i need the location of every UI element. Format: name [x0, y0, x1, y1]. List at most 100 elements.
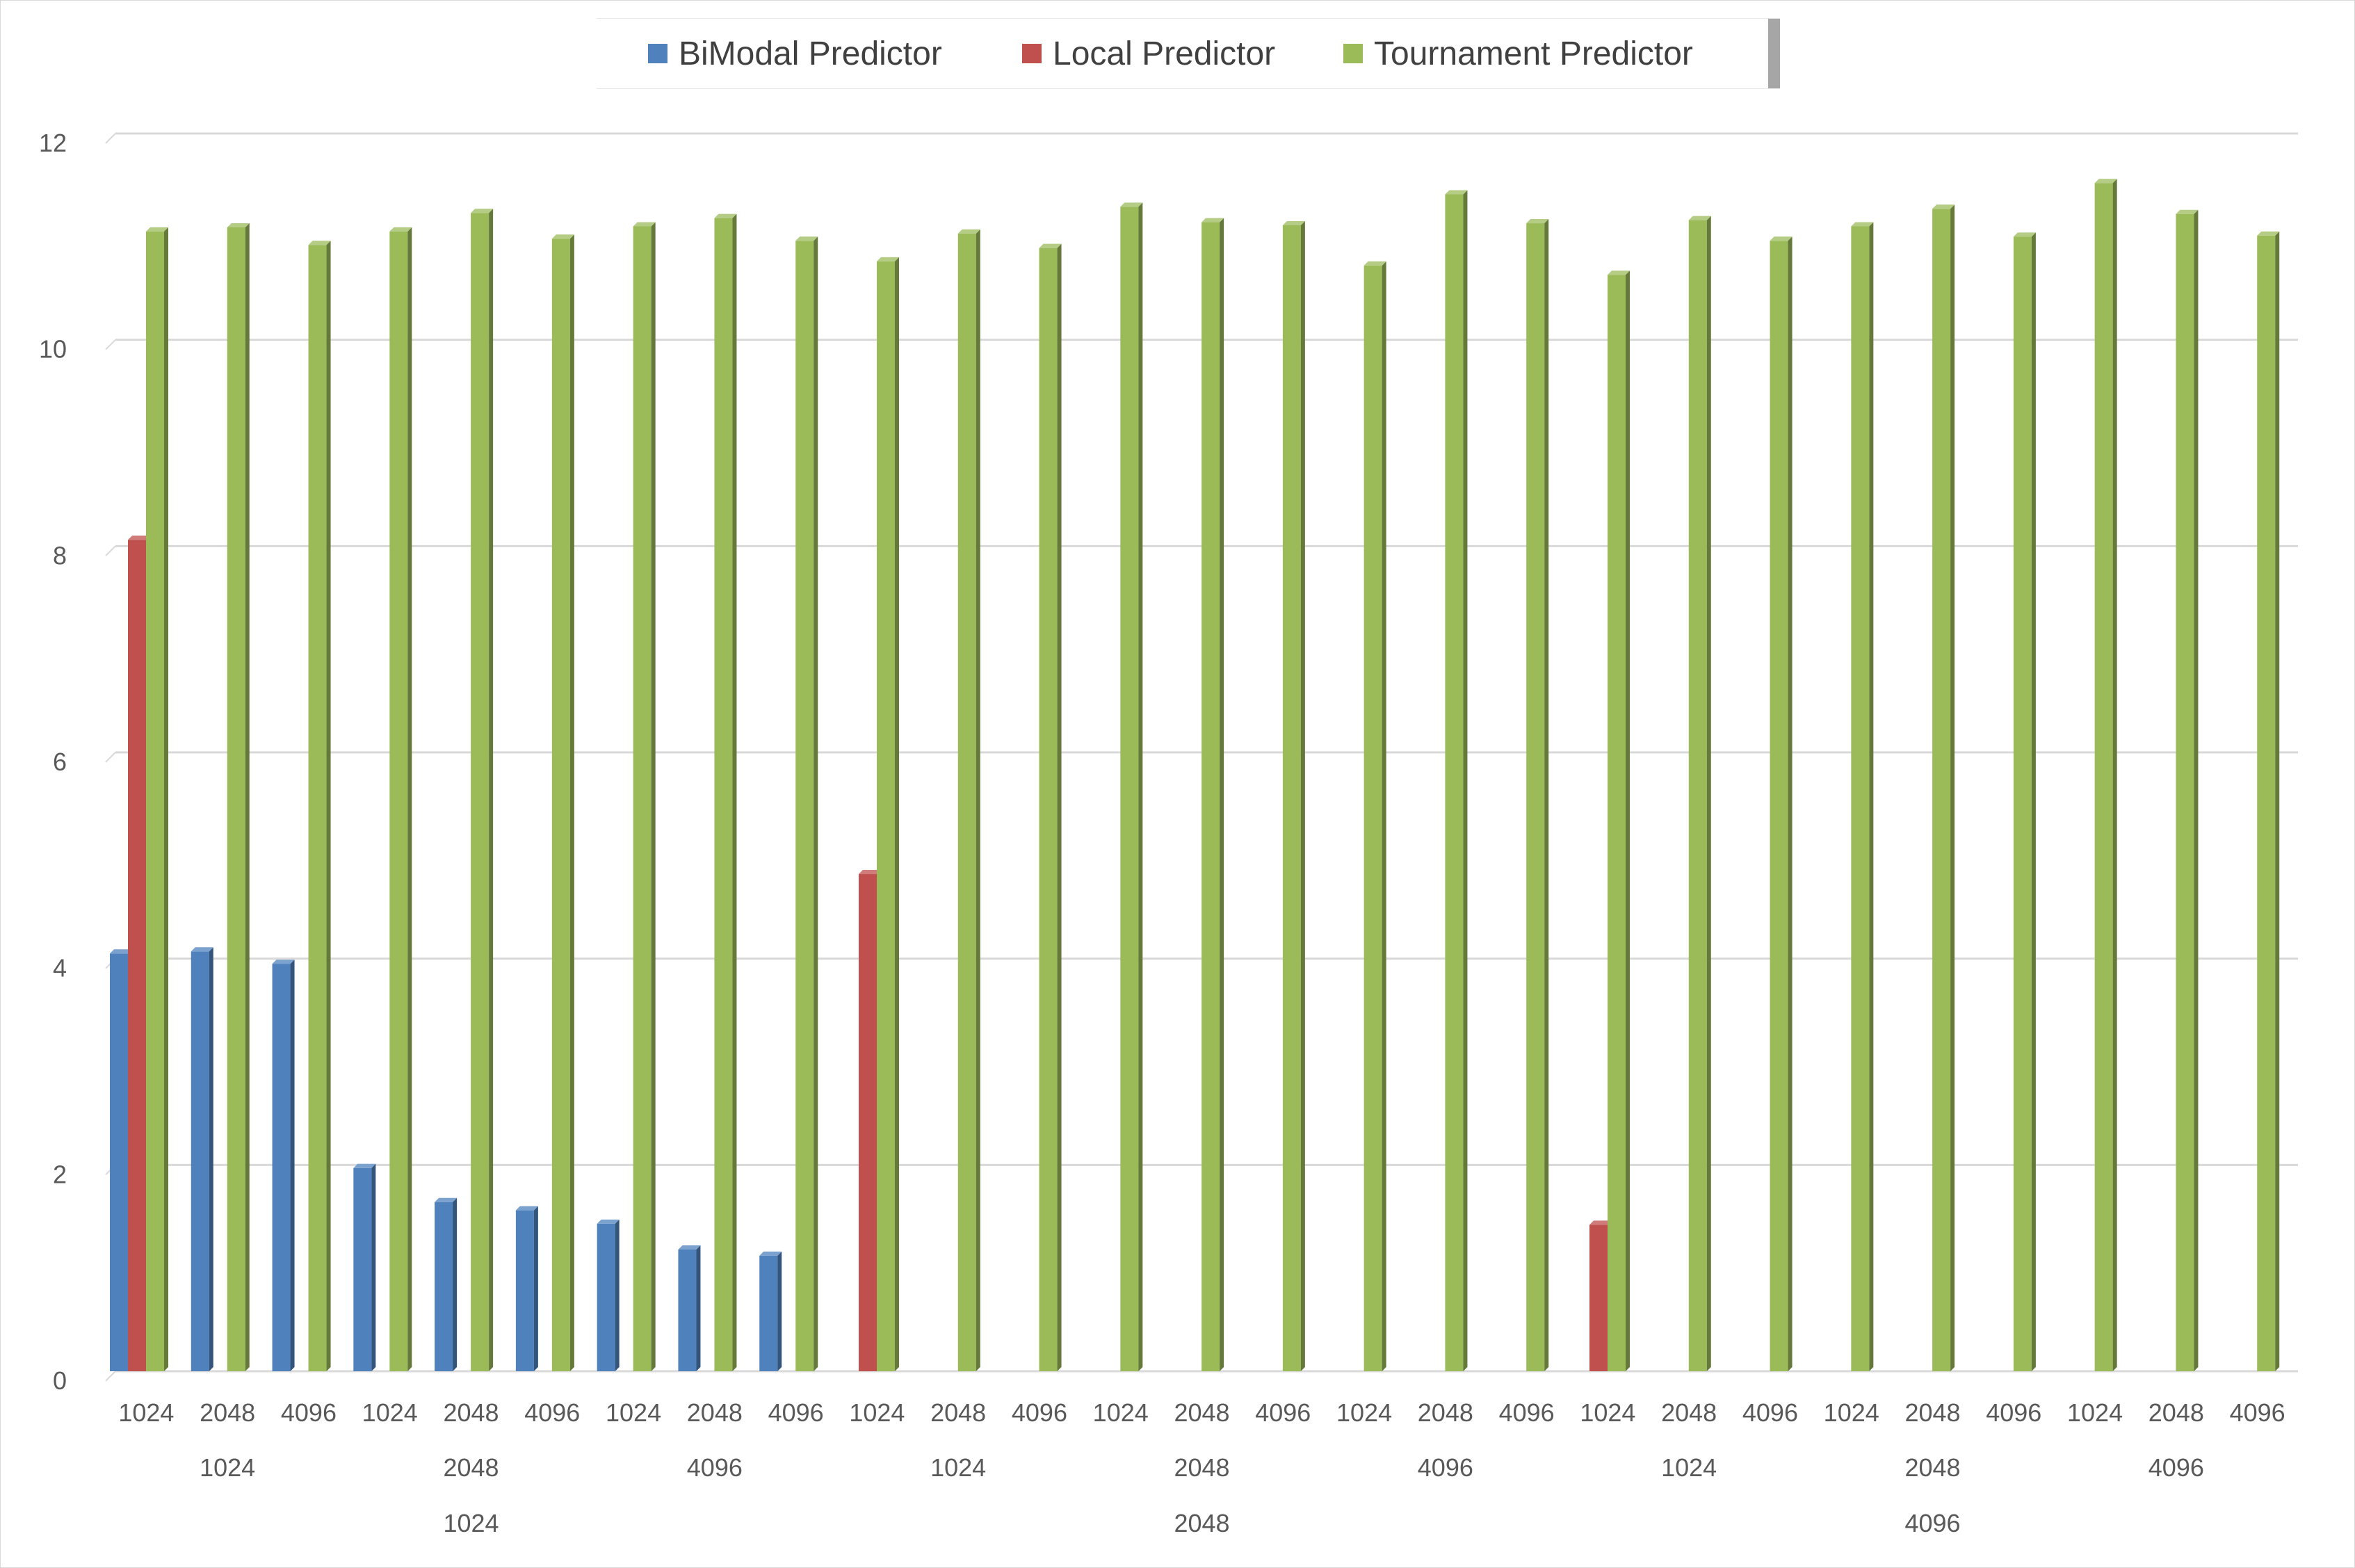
bar-side-tournament: [2194, 209, 2199, 1372]
bar-top-tournament: [1282, 221, 1305, 226]
bar-side-tournament: [732, 213, 737, 1372]
bar-side-tournament: [2031, 232, 2036, 1371]
bar-tournament: [1201, 222, 1220, 1372]
bar-side-bimodal: [290, 960, 295, 1371]
bar-tournament: [1445, 194, 1464, 1372]
x-tick-label: 4096: [2230, 1398, 2285, 1427]
bar-top-bimodal: [191, 947, 213, 952]
y-tick-label: 2: [53, 1160, 67, 1188]
bar-top-bimodal: [435, 1197, 458, 1202]
x-group-label: 4096: [2148, 1453, 2204, 1482]
bar-top-bimodal: [353, 1163, 376, 1168]
bar-tournament: [877, 261, 895, 1371]
bar-side-tournament: [2112, 179, 2117, 1372]
legend-swatch-bimodal: [648, 44, 667, 63]
bar-side-tournament: [326, 241, 331, 1372]
x-group-label: 1024: [1661, 1453, 1717, 1482]
x-tick-label: 2048: [2148, 1398, 2204, 1427]
bar-top-tournament: [2094, 179, 2117, 184]
y-tick-label: 6: [53, 747, 67, 776]
bar-top-tournament: [551, 234, 574, 239]
bar-side-tournament: [1138, 202, 1143, 1372]
bar-top-tournament: [1688, 216, 1711, 220]
legend-item-tournament: Tournament Predictor: [1343, 19, 1693, 88]
x-tick-label: 1024: [1336, 1398, 1392, 1427]
bar-local: [859, 874, 877, 1371]
x-tick-label: 1024: [1824, 1398, 1879, 1427]
bar-bimodal: [272, 964, 291, 1371]
bar-tournament: [1932, 209, 1951, 1371]
bar-side-tournament: [2275, 231, 2280, 1372]
x-tick-label: 4096: [1012, 1398, 1067, 1427]
bar-top-tournament: [1770, 236, 1792, 241]
bar-tournament: [1770, 241, 1788, 1372]
bar-top-tournament: [1201, 218, 1224, 223]
bar-tournament: [2094, 183, 2113, 1372]
bar-top-tournament: [389, 227, 412, 232]
bar-top-tournament: [1851, 222, 1874, 227]
bar-top-local: [1589, 1220, 1612, 1225]
bar-top-tournament: [308, 241, 331, 245]
x-group-label: 4096: [687, 1453, 743, 1482]
x-tick-label: 1024: [849, 1398, 905, 1427]
bar-top-tournament: [957, 229, 980, 234]
bar-top-tournament: [633, 222, 656, 227]
bar-tournament: [1608, 275, 1626, 1371]
bar-tournament: [1526, 223, 1545, 1371]
bar-side-bimodal: [696, 1245, 701, 1371]
bar-top-tournament: [1120, 202, 1143, 207]
x-group-label: 4096: [1418, 1453, 1473, 1482]
bar-side-bimodal: [453, 1197, 458, 1371]
bar-top-tournament: [1526, 219, 1549, 224]
x-tick-label: 1024: [118, 1398, 174, 1427]
bar-top-local: [128, 535, 150, 540]
legend-swatch-local: [1022, 44, 1042, 63]
bar-tournament: [1851, 226, 1870, 1371]
bar-tournament: [1039, 248, 1058, 1371]
bar-tournament: [2013, 236, 2032, 1371]
bar-side-tournament: [814, 236, 818, 1372]
legend-scrollbar[interactable]: [1768, 19, 1780, 88]
bar-side-tournament: [1300, 221, 1305, 1372]
bar-side-tournament: [1382, 261, 1386, 1371]
x-tick-label: 4096: [1255, 1398, 1311, 1427]
bar-tournament: [551, 239, 570, 1371]
bar-top-bimodal: [515, 1206, 538, 1211]
bar-tournament: [227, 227, 245, 1371]
x-supergroup-label: 2048: [1174, 1509, 1229, 1537]
x-tick-label: 1024: [1580, 1398, 1635, 1427]
bar-side-bimodal: [209, 947, 213, 1371]
bar-top-tournament: [1363, 261, 1386, 266]
bar-bimodal: [353, 1167, 372, 1371]
bar-top-tournament: [1039, 243, 1062, 248]
bar-top-tournament: [1932, 204, 1955, 209]
bar-top-bimodal: [678, 1245, 701, 1250]
bar-top-tournament: [714, 213, 737, 218]
bar-tournament: [633, 226, 652, 1371]
x-tick-label: 2048: [1418, 1398, 1473, 1427]
bar-side-tournament: [1626, 270, 1630, 1371]
gridline-foot: [105, 133, 116, 144]
bar-top-bimodal: [110, 949, 132, 954]
legend-label-tournament: Tournament Predictor: [1374, 35, 1693, 72]
bar-side-bimodal: [615, 1219, 620, 1371]
legend-label-bimodal: BiModal Predictor: [679, 35, 942, 72]
bar-tournament: [1120, 207, 1139, 1372]
bar-top-tournament: [1445, 190, 1468, 195]
bar-tournament: [1363, 265, 1382, 1371]
bar-bimodal: [110, 953, 128, 1371]
x-group-label: 1024: [200, 1453, 255, 1482]
y-tick-label: 10: [39, 335, 67, 364]
x-tick-label: 1024: [1093, 1398, 1149, 1427]
x-group-label: 2048: [1174, 1453, 1229, 1482]
legend: BiModal Predictor Local Predictor Tourna…: [597, 18, 1780, 89]
bar-bimodal: [515, 1210, 534, 1371]
bar-side-bimodal: [533, 1206, 538, 1371]
bar-side-tournament: [1950, 204, 1955, 1371]
bar-side-tournament: [651, 222, 656, 1371]
bar-tournament: [2257, 235, 2276, 1372]
x-tick-label: 2048: [443, 1398, 499, 1427]
bar-side-tournament: [1463, 190, 1468, 1372]
y-tick-label: 0: [53, 1366, 67, 1395]
